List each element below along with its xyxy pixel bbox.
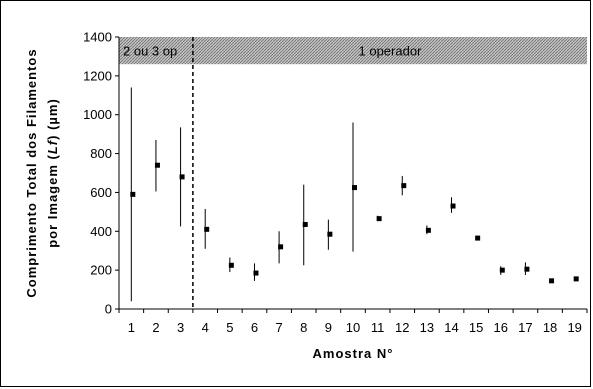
x-tick-label: 19 — [567, 320, 581, 335]
data-point — [425, 227, 431, 233]
x-tick-label: 8 — [300, 320, 307, 335]
data-point — [154, 162, 160, 168]
y-tick-label: 1200 — [83, 68, 112, 83]
data-marks — [130, 87, 579, 302]
x-tick-label: 2 — [152, 320, 159, 335]
x-tick-label: 15 — [469, 320, 483, 335]
y-tick-label: 800 — [90, 146, 112, 161]
x-tick-label: 14 — [444, 320, 458, 335]
y-tick-label: 1000 — [83, 107, 112, 122]
data-point — [302, 221, 308, 227]
data-point — [401, 183, 407, 189]
y-tick-label: 600 — [90, 185, 112, 200]
data-point — [352, 185, 357, 191]
y-ticks: 0 200 400 600 800 1000 1200 1400 — [83, 30, 119, 317]
x-tick-label: 11 — [371, 320, 385, 335]
data-point — [524, 266, 530, 272]
data-point — [327, 231, 333, 237]
x-tick-label: 9 — [325, 320, 332, 335]
y-axis-title-prefix: por Imagem ( — [45, 154, 60, 248]
data-point — [376, 216, 382, 222]
data-point — [228, 262, 234, 268]
y-tick-label: 1400 — [83, 30, 112, 45]
y-axis-title-suffix: ) (µm) — [45, 98, 60, 140]
x-tick-label: 16 — [494, 320, 508, 335]
y-axis-title-line2: por Imagem (Lf) (µm) — [45, 98, 60, 248]
x-tick-label: 5 — [226, 320, 233, 335]
x-tick-label: 10 — [346, 320, 360, 335]
operator-band — [119, 37, 587, 65]
band-label-single-operator: 1 operador — [359, 44, 423, 59]
x-tick-label: 4 — [202, 320, 209, 335]
y-tick-label: 200 — [90, 263, 112, 278]
data-point — [130, 191, 136, 197]
data-point — [278, 244, 284, 250]
data-point — [499, 267, 505, 273]
y-axis-title-line1: Comprimento Total dos Filamentos — [24, 48, 39, 297]
x-tick-label: 3 — [177, 320, 184, 335]
y-tick-label: 0 — [105, 302, 112, 317]
x-ticks: 1 2 3 4 5 6 7 8 9 10 11 12 13 14 15 16 17 18 19 — [118, 309, 588, 335]
x-axis-title: Amostra N° — [313, 346, 394, 361]
x-tick-label: 12 — [395, 320, 409, 335]
x-tick-label: 13 — [420, 320, 434, 335]
data-point — [204, 226, 210, 232]
x-tick-label: 18 — [543, 320, 557, 335]
data-point — [549, 278, 555, 284]
data-point — [475, 235, 481, 241]
data-point — [573, 276, 579, 282]
x-tick-label: 7 — [275, 320, 282, 335]
x-tick-label: 17 — [518, 320, 532, 335]
x-tick-label: 1 — [128, 320, 135, 335]
data-point — [253, 270, 259, 276]
band-label-multi-operator: 2 ou 3 op — [123, 44, 177, 59]
x-tick-label: 6 — [251, 320, 258, 335]
y-tick-label: 400 — [90, 224, 112, 239]
data-point — [450, 203, 456, 209]
y-axis-title-italic: Lf — [45, 139, 60, 154]
data-point — [179, 174, 185, 180]
